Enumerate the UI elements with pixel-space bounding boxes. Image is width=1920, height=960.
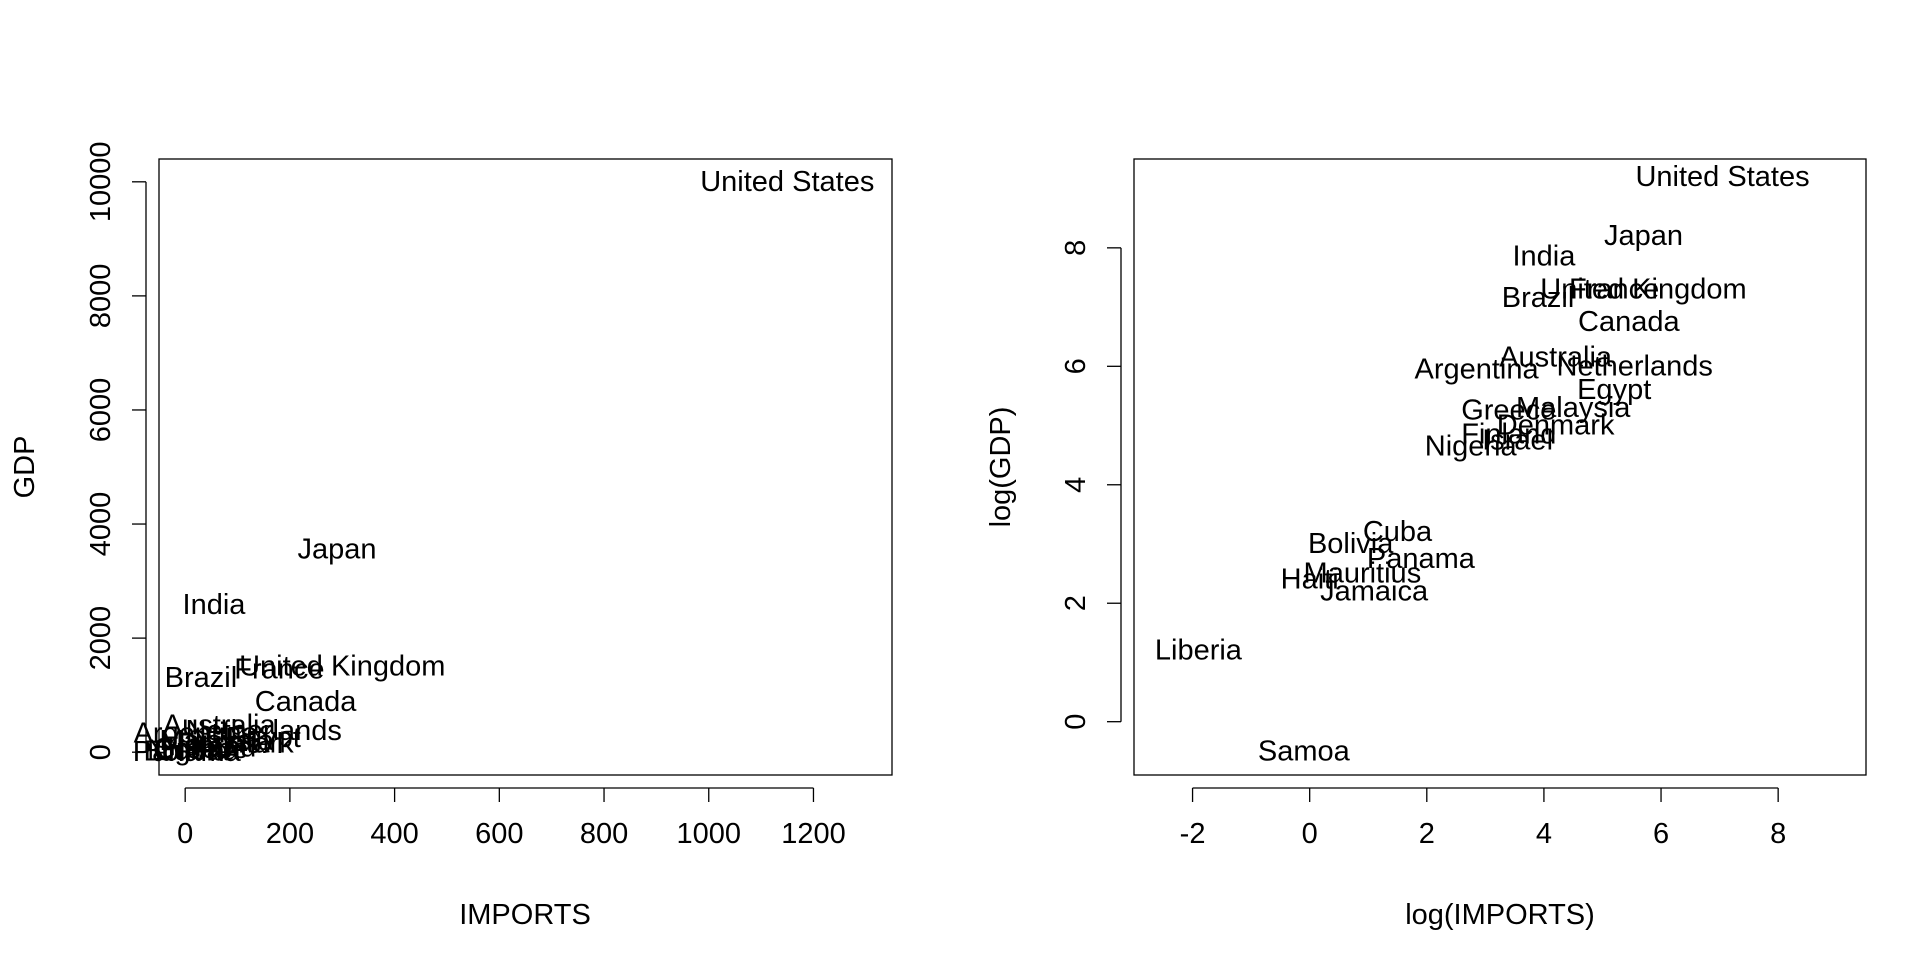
point-label-brazil: Brazil <box>1502 282 1575 314</box>
x-tick-label: 8 <box>1770 818 1786 850</box>
point-label-netherlands: Netherlands <box>186 715 342 747</box>
point-label-egypt: Egypt <box>1577 374 1651 406</box>
point-label-haiti: Haiti <box>1281 564 1339 596</box>
point-label-malaysia: Malaysia <box>1516 392 1631 424</box>
point-label-japan: Japan <box>298 534 377 566</box>
x-tick-label: 2 <box>1419 818 1435 850</box>
point-label-liberia: Liberia <box>1155 635 1243 667</box>
x-tick-label: 1200 <box>781 818 846 850</box>
y-tick-label: 10000 <box>85 141 117 222</box>
point-label-canada: Canada <box>1578 306 1680 338</box>
y-tick-label: 0 <box>1060 714 1092 730</box>
y-tick-label: 6 <box>1060 358 1092 374</box>
point-label-france: France <box>1569 273 1659 305</box>
y-axis-title: log(GDP) <box>985 407 1017 528</box>
y-tick-label: 4000 <box>85 492 117 557</box>
x-axis: -2 0 2 4 6 8 <box>1180 787 1786 850</box>
point-label-australia: Australia <box>1499 341 1613 373</box>
point-label-canada: Canada <box>255 686 357 718</box>
y-tick-label: 2000 <box>85 606 117 671</box>
plot-box <box>158 158 893 776</box>
point-label-bolivia: Bolivia <box>144 736 230 768</box>
point-label-bolivia: Bolivia <box>1308 528 1394 560</box>
point-label-united-kingdom: United Kingdom <box>1540 273 1746 305</box>
y-tick-label: 4 <box>1060 477 1092 493</box>
y-tick-label: 8000 <box>85 264 117 329</box>
point-label-cuba: Cuba <box>1363 516 1433 548</box>
point-label-samoa: Samoa <box>1258 735 1351 767</box>
x-tick-label: 600 <box>475 818 523 850</box>
point-label-india: India <box>183 589 247 621</box>
point-label-panama: Panama <box>133 736 242 768</box>
point-label-brazil: Brazil <box>165 662 238 694</box>
y-tick-label: 6000 <box>85 378 117 443</box>
point-label-argentina: Argentina <box>134 717 259 749</box>
point-label-cuba: Cuba <box>153 735 223 767</box>
y-tick-label: 8 <box>1060 240 1092 256</box>
x-axis-title: log(IMPORTS) <box>1405 899 1595 931</box>
point-label-greece: Greece <box>1461 395 1556 427</box>
point-label-japan: Japan <box>1604 220 1683 252</box>
x-tick-label: -2 <box>1180 818 1206 850</box>
x-tick-label: 1000 <box>676 818 741 850</box>
x-tick-label: 800 <box>580 818 628 850</box>
point-label-united-states: United States <box>700 166 874 198</box>
point-label-australia: Australia <box>163 709 277 741</box>
point-label-united-kingdom: United Kingdom <box>239 651 445 683</box>
point-label-finland: Finland <box>1461 418 1556 450</box>
y-axis-title: GDP <box>9 436 41 499</box>
point-label-finland: Finland <box>161 732 256 764</box>
y-axis: 0 2 4 6 8 <box>1060 240 1122 730</box>
x-axis: 0 200 400 600 800 1000 1200 <box>177 787 846 850</box>
point-label-jamaica: Jamaica <box>1320 575 1429 607</box>
point-label-netherlands: Netherlands <box>1557 350 1713 382</box>
point-label-mauritius: Mauritius <box>1304 558 1422 590</box>
x-tick-label: 200 <box>266 818 314 850</box>
point-label-nigeria: Nigeria <box>147 734 240 766</box>
point-label-panama: Panama <box>1367 543 1476 575</box>
point-label-india: India <box>1512 241 1576 273</box>
y-tick-label: 0 <box>85 744 117 760</box>
point-label-argentina: Argentina <box>1414 353 1539 385</box>
imports-gdp-scatter-panel: 0 200 400 600 800 1000 1200 0 2000 4000 6000 8000 1… <box>9 141 893 931</box>
x-tick-label: 4 <box>1536 818 1552 850</box>
x-tick-label: 6 <box>1653 818 1669 850</box>
x-tick-label: 400 <box>370 818 418 850</box>
point-label-egypt: Egypt <box>227 722 301 754</box>
point-label-malaysia: Malaysia <box>159 725 274 757</box>
point-label-denmark: Denmark <box>176 728 294 760</box>
point-label-israel: Israel <box>176 730 247 762</box>
x-axis-title: IMPORTS <box>459 899 591 931</box>
point-label-israel: Israel <box>1482 424 1553 456</box>
x-tick-label: 0 <box>1302 818 1318 850</box>
y-tick-label: 2 <box>1060 595 1092 611</box>
plot-box <box>1133 158 1867 776</box>
point-label-france: France <box>234 653 324 685</box>
point-label-denmark: Denmark <box>1497 410 1615 442</box>
point-label-united-states: United States <box>1635 161 1809 193</box>
point-label-greece: Greece <box>153 733 248 765</box>
log-imports-log-gdp-scatter-panel: -2 0 2 4 6 8 0 2 4 6 8 United States Japan India Bra… <box>985 158 1867 931</box>
y-axis: 0 2000 4000 6000 8000 10000 <box>85 141 147 760</box>
x-tick-label: 0 <box>177 818 193 850</box>
point-label-nigeria: Nigeria <box>1425 430 1518 462</box>
